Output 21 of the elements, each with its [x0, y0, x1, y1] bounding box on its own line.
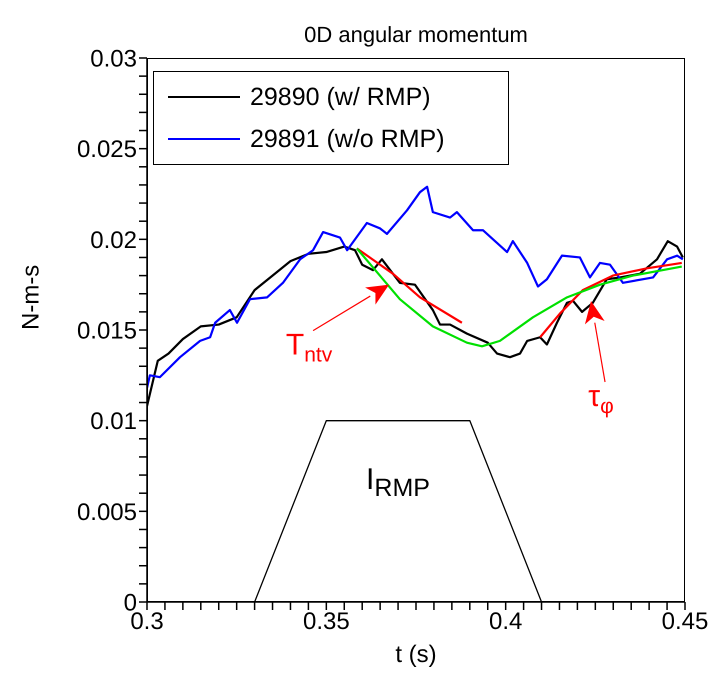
line-series: [147, 186, 684, 390]
y-axis-title: N-m-s: [18, 264, 45, 330]
annotation: τ$_{φ}$: [588, 380, 614, 418]
y-tick-label: 0.025: [76, 136, 137, 164]
legend-label: 29891 (w/o RMP): [250, 124, 445, 154]
line-series: [539, 262, 683, 338]
chart-title: 0D angular momentum: [303, 22, 529, 48]
x-tick-label: 0.35: [302, 608, 350, 636]
line-series: [356, 247, 683, 348]
x-axis-title: t (s): [395, 641, 437, 668]
annotation: T$_{ntv}$: [286, 328, 333, 368]
x-tick-label: 0.4: [488, 608, 522, 636]
annotation: I$_{RMP}$: [365, 463, 431, 503]
y-tick-label: 0.02: [90, 226, 137, 254]
legend-label: 29890 (w/ RMP): [250, 82, 431, 112]
y-tick-label: 0.01: [90, 408, 137, 436]
x-tick-label: 0.45: [662, 608, 708, 636]
line-series: [356, 247, 464, 324]
y-tick-label: 0.015: [76, 318, 137, 345]
y-tick-label: 0.005: [76, 498, 137, 526]
y-tick-label: 0.03: [90, 46, 137, 73]
